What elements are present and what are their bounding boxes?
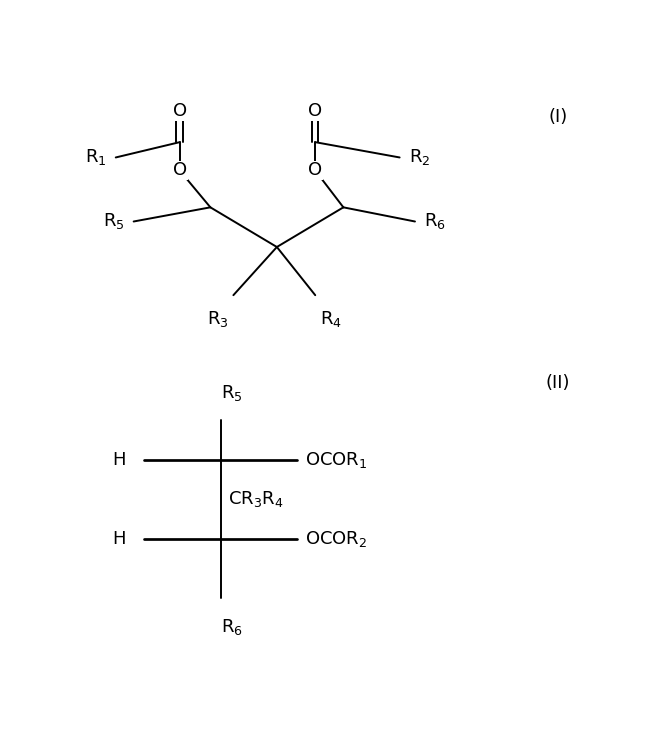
Text: O: O bbox=[173, 161, 187, 180]
Text: R$_4$: R$_4$ bbox=[320, 309, 343, 329]
Text: OCOR$_1$: OCOR$_1$ bbox=[305, 450, 368, 470]
Text: (I): (I) bbox=[548, 107, 568, 126]
Text: O: O bbox=[308, 161, 322, 180]
Text: R$_6$: R$_6$ bbox=[424, 211, 446, 232]
Text: OCOR$_2$: OCOR$_2$ bbox=[305, 529, 368, 549]
Text: R$_5$: R$_5$ bbox=[220, 383, 242, 403]
Text: CR$_3$R$_4$: CR$_3$R$_4$ bbox=[228, 489, 284, 509]
Text: R$_1$: R$_1$ bbox=[85, 147, 106, 168]
Text: O: O bbox=[173, 102, 187, 120]
Text: R$_3$: R$_3$ bbox=[207, 309, 228, 329]
Text: (II): (II) bbox=[546, 374, 570, 392]
Text: H: H bbox=[112, 530, 126, 548]
Text: R$_5$: R$_5$ bbox=[103, 211, 125, 232]
Text: R$_2$: R$_2$ bbox=[409, 147, 430, 168]
Text: O: O bbox=[308, 102, 322, 120]
Text: H: H bbox=[112, 450, 126, 469]
Text: R$_6$: R$_6$ bbox=[220, 617, 242, 637]
